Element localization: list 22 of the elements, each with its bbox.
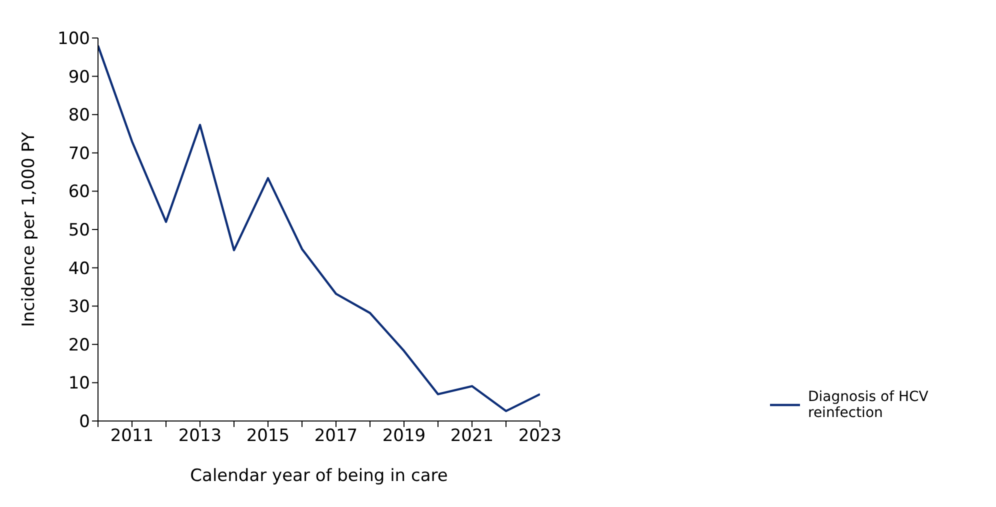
x-tick-label: 2011 [110,426,154,446]
x-tick-label: 2023 [518,426,562,446]
y-tick-label: 100 [58,29,90,50]
legend-label: Diagnosis of HCV reinfection [808,389,930,421]
y-tick-label: 40 [68,258,90,279]
y-tick-label: 60 [68,182,90,202]
y-axis-title: Incidence per 1,000 PY [19,131,40,328]
x-tick-label: 2017 [314,426,358,446]
y-tick-label: 0 [79,412,90,432]
y-tick-label: 80 [68,106,90,126]
x-tick-label: 2013 [178,426,222,446]
line-series [98,44,540,412]
y-tick-label: 10 [68,374,90,394]
y-tick-label: 90 [68,67,90,88]
y-tick-label: 70 [68,144,90,164]
y-tick-label: 50 [68,220,90,241]
y-tick-label: 20 [68,335,90,356]
y-tick-label: 30 [68,297,90,318]
x-tick-label: 2019 [382,426,426,446]
x-axis-title: Calendar year of being in care [190,466,448,486]
x-tick-label: 2015 [246,426,290,446]
x-tick-label: 2021 [450,426,494,446]
